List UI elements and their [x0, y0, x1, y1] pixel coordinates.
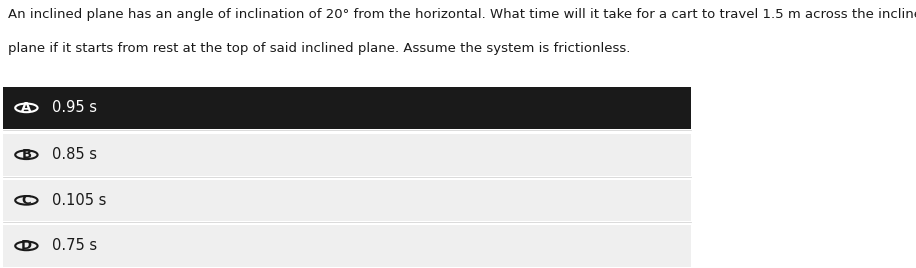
Text: 0.105 s: 0.105 s [52, 193, 106, 208]
Circle shape [16, 103, 38, 112]
Text: B: B [21, 148, 31, 161]
Text: 0.95 s: 0.95 s [52, 100, 97, 115]
Text: plane if it starts from rest at the top of said inclined plane. Assume the syste: plane if it starts from rest at the top … [8, 42, 631, 55]
Circle shape [16, 150, 38, 159]
Text: 0.85 s: 0.85 s [52, 147, 97, 162]
FancyBboxPatch shape [4, 134, 692, 176]
Text: An inclined plane has an angle of inclination of 20° from the horizontal. What t: An inclined plane has an angle of inclin… [8, 8, 916, 21]
Text: 0.75 s: 0.75 s [52, 239, 97, 253]
Text: A: A [21, 101, 31, 114]
Text: C: C [22, 194, 31, 207]
Circle shape [16, 241, 38, 250]
FancyBboxPatch shape [4, 225, 692, 267]
FancyBboxPatch shape [4, 180, 692, 221]
FancyBboxPatch shape [4, 87, 692, 129]
Circle shape [16, 196, 38, 205]
Text: D: D [21, 239, 32, 252]
